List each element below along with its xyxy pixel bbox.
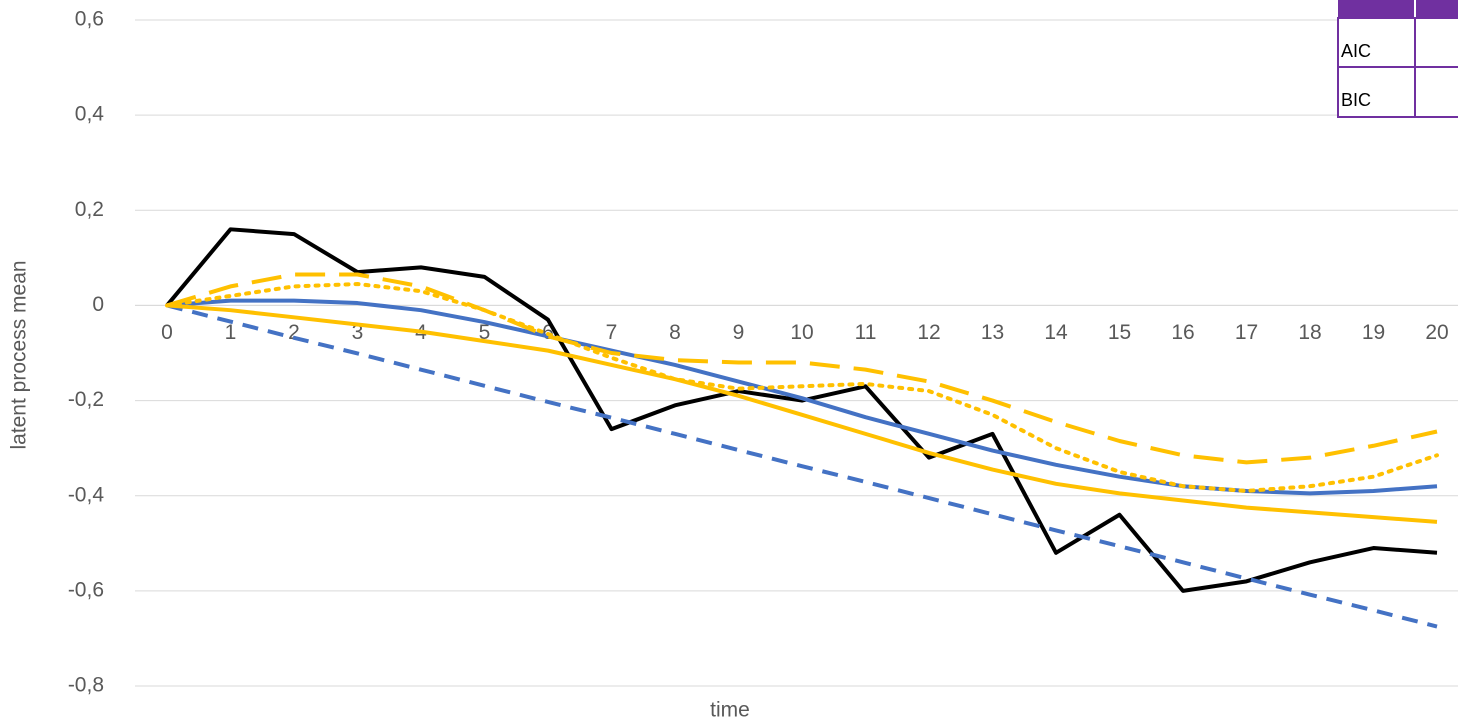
y-tick-label: -0,2	[68, 388, 104, 411]
y-tick-label: -0,8	[68, 674, 104, 697]
fit-table: AIC BIC	[1337, 0, 1458, 118]
series-line	[165, 282, 1439, 493]
y-tick-label: 0,4	[75, 103, 105, 126]
x-tick-label: 11	[855, 321, 877, 344]
x-tick-label: 9	[733, 321, 745, 344]
x-tick-label: 0	[161, 321, 173, 344]
x-tick-label: 13	[981, 321, 1004, 344]
x-tick-label: 2	[288, 321, 300, 344]
x-tick-label: 17	[1235, 321, 1258, 344]
y-tick-label: -0,6	[68, 578, 104, 601]
y-tick-label: 0,2	[75, 198, 104, 221]
x-tick-label: 7	[606, 321, 618, 344]
series-line	[165, 227, 1438, 593]
x-tick-label: 10	[790, 321, 813, 344]
y-tick-label: 0,6	[75, 8, 104, 31]
y-axis-label: latent process mean	[8, 260, 31, 449]
y-tick-label: 0	[92, 293, 104, 316]
table-cell: BIC	[1341, 90, 1371, 110]
x-tick-label: 5	[479, 321, 491, 344]
x-tick-label: 1	[225, 321, 237, 344]
x-tick-label: 19	[1362, 321, 1385, 344]
x-tick-label: 20	[1425, 321, 1448, 344]
series-line	[166, 303, 1438, 629]
x-tick-label: 15	[1108, 321, 1131, 344]
x-tick-label: 12	[917, 321, 940, 344]
x-tick-label: 18	[1298, 321, 1321, 344]
table-cell: AIC	[1341, 41, 1371, 61]
x-tick-label: 3	[352, 321, 364, 344]
series-line	[166, 303, 1438, 524]
table-header	[1338, 0, 1458, 18]
x-tick-label: 8	[669, 321, 681, 344]
y-tick-label: -0,4	[68, 483, 105, 506]
x-tick-label: 14	[1044, 321, 1068, 344]
x-axis-label: time	[710, 699, 750, 722]
plot-area: 0,60,40,20-0,2-0,4-0,6-0,80 1 2 3 4 5 6 7 8 9 10 11…	[68, 8, 1458, 697]
x-tick-label: 16	[1171, 321, 1194, 344]
